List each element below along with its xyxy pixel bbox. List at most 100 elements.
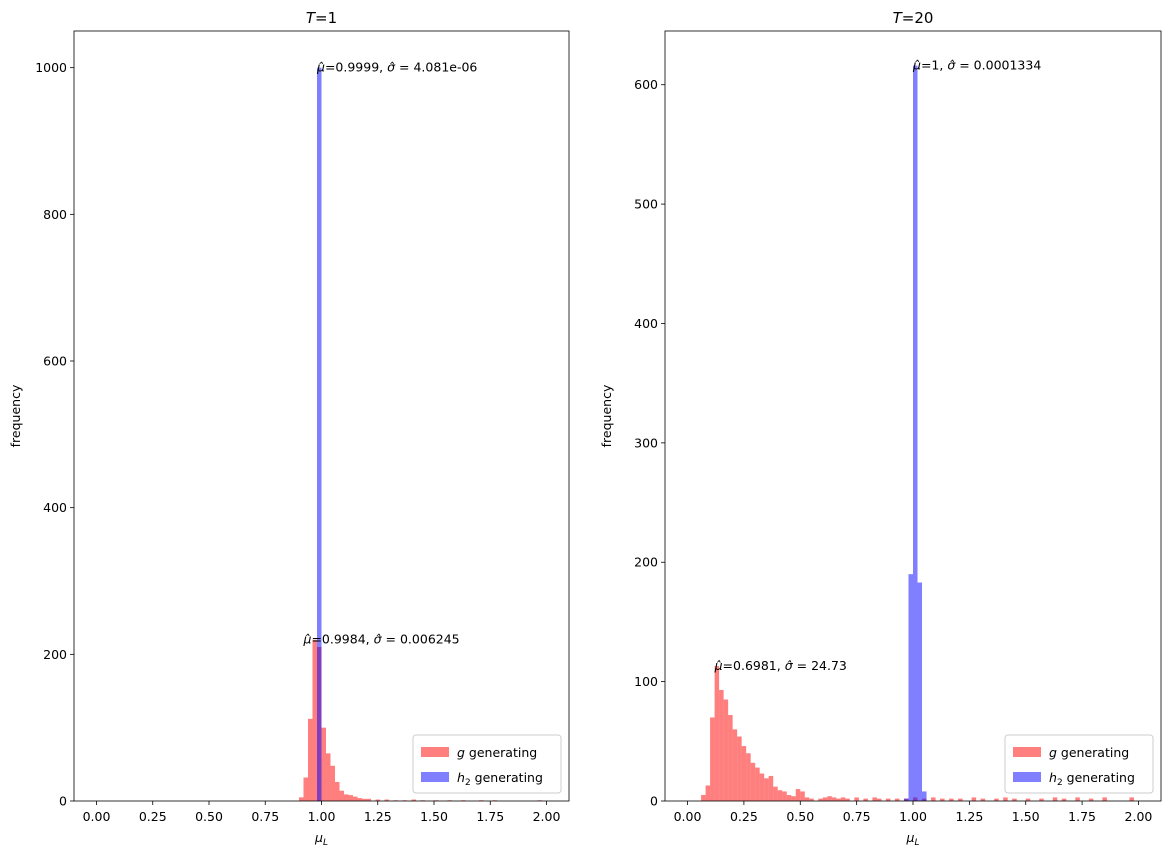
histogram-bar bbox=[384, 799, 389, 801]
legend-label: g generating bbox=[457, 745, 537, 760]
histogram-bar bbox=[303, 777, 308, 801]
histogram-bar bbox=[1039, 798, 1044, 801]
histogram-bar bbox=[791, 796, 796, 801]
histogram-bar bbox=[1075, 797, 1080, 801]
legend-subscript: 2 bbox=[465, 778, 471, 788]
histogram-bar bbox=[759, 773, 765, 801]
legend-variable: h bbox=[457, 770, 465, 785]
histogram-bar bbox=[913, 65, 918, 802]
histogram-bar bbox=[348, 795, 353, 801]
histogram-bar bbox=[894, 798, 900, 801]
histogram-bar bbox=[800, 791, 805, 801]
y-tick-label: 400 bbox=[634, 316, 658, 331]
mu-value: =0.9984, bbox=[311, 632, 373, 647]
x-axis-label: μL bbox=[314, 830, 328, 848]
histogram-bar bbox=[1025, 798, 1031, 801]
x-tick-label: 1.25 bbox=[955, 809, 983, 824]
chart-title: T=1 bbox=[306, 9, 337, 27]
histogram-bar bbox=[831, 797, 837, 801]
histogram-bar bbox=[353, 796, 358, 801]
histogram-bar bbox=[885, 798, 891, 801]
x-tick-label: 0.25 bbox=[139, 809, 167, 824]
histogram-bar bbox=[917, 582, 923, 801]
histogram-bar bbox=[723, 699, 729, 801]
x-axis-label-symbol: μ bbox=[906, 830, 915, 845]
histogram-bar bbox=[931, 797, 936, 801]
x-tick-label: 1.75 bbox=[476, 809, 504, 824]
histogram-bar bbox=[822, 797, 828, 801]
sigma-hat-symbol: σ̂ bbox=[387, 60, 396, 75]
histogram-bar bbox=[795, 789, 801, 801]
histogram-bar bbox=[330, 765, 335, 801]
x-tick-label: 1.50 bbox=[420, 809, 448, 824]
y-axis-label: frequency bbox=[8, 384, 23, 447]
histogram-bar bbox=[836, 798, 841, 801]
histogram-bar bbox=[321, 727, 326, 801]
x-tick-label: 0.50 bbox=[786, 809, 814, 824]
histogram-bar bbox=[299, 797, 304, 801]
histogram-bar bbox=[903, 798, 909, 801]
y-tick-label: 400 bbox=[43, 500, 67, 515]
mu-hat-symbol: μ̂ bbox=[912, 58, 921, 73]
x-tick-label: 0.50 bbox=[195, 809, 223, 824]
legend-swatch bbox=[1013, 772, 1041, 782]
histogram-bar bbox=[750, 762, 756, 801]
histogram-bar bbox=[863, 798, 868, 801]
y-axis-label: frequency bbox=[599, 384, 614, 447]
histogram-bar bbox=[818, 798, 823, 801]
y-tick-label: 600 bbox=[634, 77, 658, 92]
y-tick-label: 300 bbox=[634, 435, 658, 450]
histogram-bar bbox=[773, 786, 778, 801]
legend-variable: g bbox=[1049, 745, 1057, 760]
histogram-bar bbox=[1129, 797, 1134, 801]
x-tick-label: 2.00 bbox=[1125, 809, 1153, 824]
histogram-bar bbox=[845, 798, 850, 801]
sigma-hat-symbol: σ̂ bbox=[947, 58, 956, 73]
chart-right: 0.00 0.25 0.50 0.75 1.00 1.25 1.50 1.75 2.00 0 100… bbox=[599, 9, 1162, 848]
histogram-bar bbox=[732, 729, 738, 801]
x-axis-label-subscript: L bbox=[323, 838, 328, 848]
x-tick-label: 0.75 bbox=[251, 809, 279, 824]
legend-swatch bbox=[421, 772, 449, 782]
x-tick-label: 1.75 bbox=[1068, 809, 1096, 824]
sigma-value: = 24.73 bbox=[793, 658, 847, 673]
y-tick-label: 200 bbox=[634, 555, 658, 570]
y-tick-label: 100 bbox=[634, 674, 658, 689]
histogram-bar bbox=[786, 795, 792, 801]
y-tick-label: 0 bbox=[59, 794, 67, 809]
legend-swatch bbox=[1013, 747, 1041, 757]
x-tick-label: 0.25 bbox=[730, 809, 758, 824]
histogram-bar bbox=[737, 736, 742, 801]
y-tick-label: 200 bbox=[43, 647, 67, 662]
histogram-bar bbox=[827, 796, 832, 801]
x-tick-label: 1.00 bbox=[899, 809, 927, 824]
x-axis-label-symbol: μ bbox=[314, 830, 323, 845]
y-tick-label: 1000 bbox=[35, 60, 67, 75]
stats-annotation: μ̂=1, σ̂ = 0.0001334 bbox=[912, 58, 1041, 73]
legend-item-g: g generating bbox=[421, 745, 537, 760]
legend-item-h2: h2 generating bbox=[1013, 770, 1135, 788]
mu-hat-symbol: μ̂ bbox=[316, 60, 325, 75]
stats-annotation: μ̂=0.9999, σ̂ = 4.081e-06 bbox=[316, 60, 477, 75]
legend-text-rest: generating bbox=[471, 770, 543, 785]
sigma-value: = 0.006245 bbox=[382, 632, 460, 647]
histogram-bar bbox=[308, 718, 313, 801]
legend-box bbox=[412, 734, 562, 794]
mu-value: =0.9999, bbox=[325, 60, 387, 75]
histogram-bar bbox=[746, 753, 751, 801]
histogram-bar bbox=[777, 790, 783, 801]
x-tick-label: 0.00 bbox=[83, 809, 111, 824]
histogram-bar bbox=[980, 798, 986, 801]
series-h2 bbox=[903, 65, 927, 802]
histogram-bar bbox=[958, 798, 963, 801]
legend-box bbox=[1004, 734, 1154, 794]
histogram-bar bbox=[764, 778, 769, 801]
y-tick-label: 0 bbox=[650, 794, 658, 809]
title-value: =20 bbox=[902, 9, 934, 27]
histogram-bar bbox=[768, 775, 774, 801]
mu-hat-symbol: μ̂ bbox=[714, 658, 723, 673]
sigma-hat-symbol: σ̂ bbox=[374, 632, 383, 647]
x-tick-label: 2.00 bbox=[533, 809, 561, 824]
histogram-bar bbox=[317, 67, 322, 802]
histogram-bar bbox=[782, 791, 787, 801]
